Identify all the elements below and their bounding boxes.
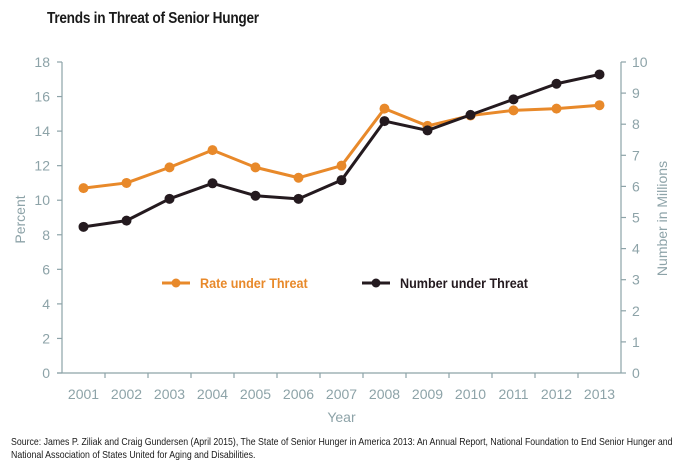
data-point [78,183,89,194]
data-point [250,162,261,173]
data-point [250,190,261,201]
data-point [508,94,519,105]
chart-title: Trends in Threat of Senior Hunger [47,10,259,27]
x-axis-tick-label: 2009 [412,386,443,402]
source-line-2: National Association of States United fo… [11,449,256,461]
right-axis-title: Number in Millions [654,161,670,276]
legend-label: Number under Threat [400,275,528,291]
series-lines [78,69,605,232]
right-axis-tick-label: 5 [632,210,640,226]
data-point [508,105,519,116]
data-point [551,78,562,89]
data-point [164,162,175,173]
series-rate-under-threat [78,100,605,194]
data-point [121,177,132,188]
x-axis-tick-label: 2001 [68,386,99,402]
right-axis-tick-label: 6 [632,178,640,194]
left-axis-tick-label: 18 [34,54,50,70]
left-axis-tick-label: 4 [42,296,50,312]
data-point [551,103,562,114]
right-axis-tick-label: 10 [632,54,648,70]
data-point [207,145,218,156]
data-point [336,175,347,186]
data-point [465,109,476,120]
data-point [207,178,218,189]
data-point [78,221,89,232]
left-axis-tick-label: 0 [42,365,50,381]
series-number-under-threat [78,69,605,232]
x-axis-tick-label: 2013 [584,386,615,402]
data-point [293,172,304,183]
x-axis-tick-label: 2004 [197,386,228,402]
right-axis-tick-label: 1 [632,334,640,350]
x-axis-tick-label: 2006 [283,386,314,402]
source-note: Source: James P. Ziliak and Craig Gunder… [11,437,673,462]
x-axis-tick-label: 2012 [541,386,572,402]
data-point [121,215,132,226]
x-axis-tick-label: 2010 [455,386,486,402]
left-axis-tick-label: 16 [34,89,50,105]
x-axis-tick-label: 2003 [154,386,185,402]
data-point [422,125,433,136]
left-axis-tick-label: 8 [42,227,50,243]
left-axis-title: Percent [12,195,28,243]
x-axis-tick-label: 2005 [240,386,271,402]
right-axis-tick-label: 3 [632,272,640,288]
legend-swatch-marker [171,278,181,288]
right-axis-tick-label: 0 [632,365,640,381]
legend-item: Rate under Threat [162,275,308,291]
right-axis-tick-label: 8 [632,116,640,132]
left-axis-tick-label: 12 [34,158,50,174]
data-point [594,100,605,111]
legend-swatch-marker [371,278,381,288]
data-point [379,116,390,127]
legend: Rate under Threat Number under Threat [162,275,528,291]
series-line [83,72,600,229]
x-axis-title: Year [327,409,356,425]
x-axis-tick-label: 2007 [326,386,357,402]
x-axis-tick-label: 2002 [111,386,142,402]
data-point [379,103,390,114]
right-axis-tick-label: 2 [632,303,640,319]
data-point [594,69,605,80]
left-axis-tick-label: 14 [34,123,50,139]
legend-label: Rate under Threat [200,275,308,291]
x-axis-tick-label: 2008 [369,386,400,402]
source-line-1: Source: James P. Ziliak and Craig Gunder… [11,437,673,448]
right-axis-tick-label: 7 [632,147,640,163]
right-axis-tick-label: 4 [632,241,640,257]
data-point [336,160,347,171]
data-point [164,193,175,204]
left-axis-tick-label: 2 [42,330,50,346]
legend-item: Number under Threat [362,275,528,291]
left-axis-tick-label: 10 [34,192,50,208]
data-point [293,193,304,204]
right-axis-tick-label: 9 [632,85,640,101]
x-axis-tick-label: 2011 [498,386,528,402]
left-axis-tick-label: 6 [42,261,50,277]
